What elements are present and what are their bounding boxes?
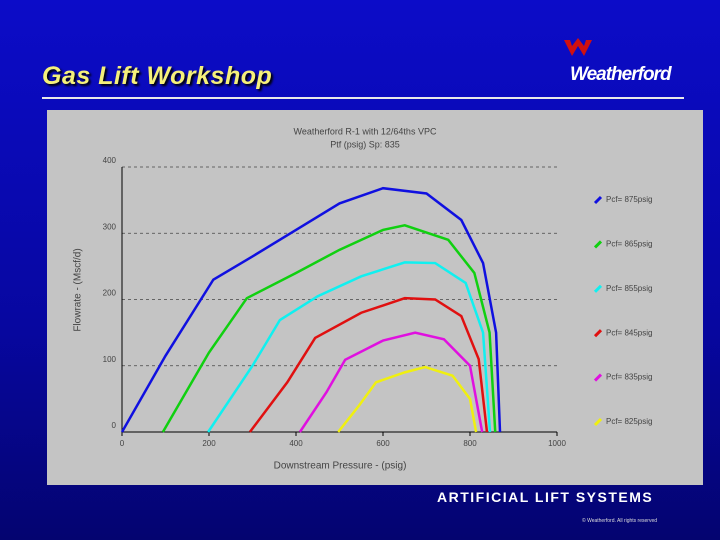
- legend-marker: [593, 240, 603, 249]
- x-axis-label: Downstream Pressure - (psig): [274, 461, 407, 472]
- x-tick-label: 400: [289, 439, 303, 448]
- x-tick-label: 1000: [548, 439, 566, 448]
- y-tick-label: 200: [103, 289, 117, 298]
- y-axis-label: Flowrate - (Mscf/d): [73, 248, 84, 331]
- y-tick-label: 0: [112, 421, 117, 430]
- chart-title: Weatherford R-1 with 12/64ths VPC: [294, 126, 437, 136]
- chart-panel: [47, 110, 703, 485]
- chart-subtitle: Ptf (psig) Sp: 835: [330, 139, 400, 149]
- legend-label: Pcf= 855psig: [606, 284, 652, 293]
- footer-text: ARTIFICIAL LIFT SYSTEMS: [437, 489, 654, 505]
- y-tick-label: 100: [103, 355, 117, 364]
- legend-label: Pcf= 825psig: [606, 417, 652, 426]
- logo-text: Weatherford: [570, 64, 672, 85]
- slide-title: Gas Lift Workshop: [42, 62, 273, 90]
- legend-label: Pcf= 845psig: [606, 328, 652, 337]
- copyright: © Weatherford. All rights reserved: [582, 518, 658, 524]
- series-line: [161, 224, 497, 433]
- legend-marker: [593, 417, 603, 427]
- series-line: [207, 261, 492, 433]
- series-line: [248, 296, 489, 433]
- legend-marker: [593, 373, 603, 382]
- legend-label: Pcf= 865psig: [606, 240, 652, 249]
- x-tick-label: 600: [376, 439, 390, 448]
- legend-label: Pcf= 835psig: [606, 373, 652, 382]
- logo-icon: [564, 38, 592, 56]
- y-tick-label: 300: [103, 222, 117, 231]
- legend-marker: [593, 329, 603, 338]
- legend-label: Pcf= 875psig: [606, 195, 652, 204]
- x-tick-label: 800: [463, 439, 477, 448]
- legend-marker: [593, 195, 603, 205]
- y-tick-label: 400: [103, 156, 117, 165]
- series-line: [120, 186, 502, 433]
- x-tick-label: 0: [120, 439, 125, 448]
- x-tick-label: 200: [202, 439, 216, 448]
- header-rule: [42, 97, 684, 99]
- series-line: [298, 331, 484, 433]
- series-line: [337, 365, 478, 433]
- legend-marker: [593, 284, 603, 293]
